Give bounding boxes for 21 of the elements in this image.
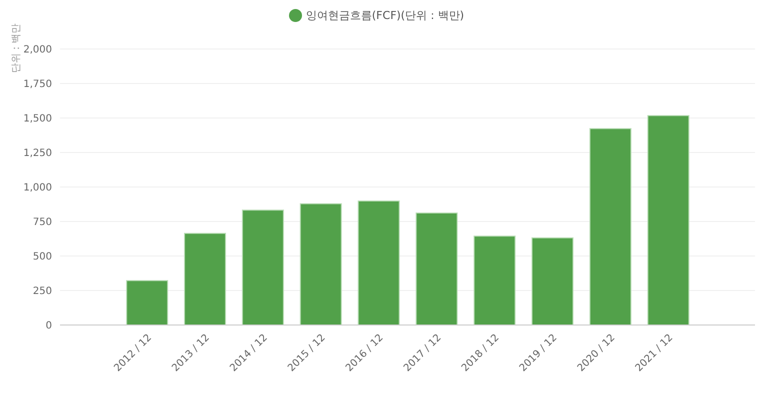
bar [532,237,574,325]
bar [242,210,284,325]
y-tick-label: 1,500 [23,114,52,125]
y-axis-title: 단위 : 백만 [11,23,22,73]
bar [647,115,690,325]
y-tick-label: 1,750 [23,79,52,90]
y-tick-label: 500 [32,252,52,263]
bar [126,280,168,325]
bar [184,232,226,325]
bar [589,128,632,325]
bar [416,212,458,325]
legend-label: 잉여현금흐름(FCF)(단위 : 백만) [306,9,464,22]
y-tick-label: 1,000 [23,182,52,194]
y-tick-label: 1,250 [23,148,52,160]
y-tick-label: 2,000 [23,44,52,56]
y-tick-label: 0 [46,320,52,332]
y-tick-label: 750 [32,217,52,228]
bar [474,236,516,325]
y-tick-label: 250 [32,286,52,298]
bar [300,203,342,325]
bar [358,200,400,325]
